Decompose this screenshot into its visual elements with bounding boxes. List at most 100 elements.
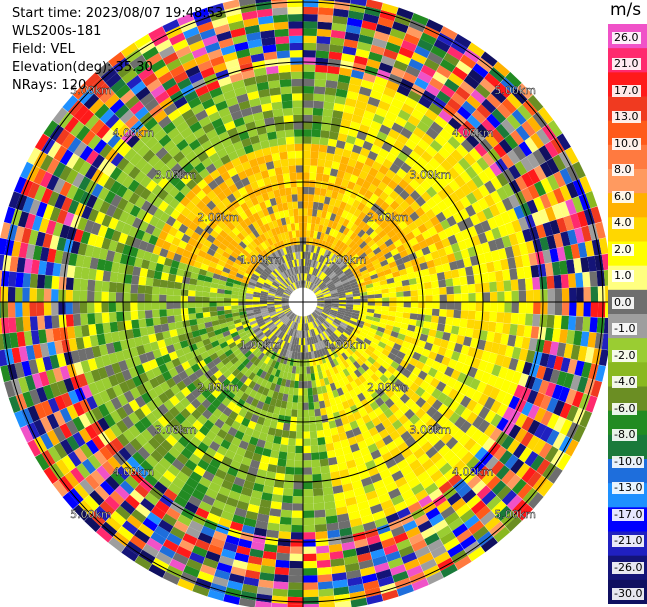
velocity-gate <box>94 82 111 99</box>
velocity-gate <box>317 302 325 305</box>
velocity-gate <box>308 281 312 289</box>
velocity-gate <box>221 479 234 491</box>
velocity-gate <box>350 0 367 7</box>
velocity-gate <box>241 249 250 257</box>
velocity-gate <box>169 558 186 572</box>
velocity-gate <box>287 320 293 327</box>
velocity-gate <box>215 247 225 256</box>
velocity-gate <box>254 268 263 275</box>
velocity-gate <box>300 258 303 267</box>
velocity-gate <box>277 233 283 242</box>
velocity-gate <box>458 383 470 396</box>
velocity-gate <box>206 248 216 257</box>
velocity-gate <box>283 209 290 218</box>
velocity-gate <box>275 35 290 45</box>
velocity-gate <box>89 77 106 94</box>
velocity-gate <box>103 176 116 191</box>
velocity-gate <box>415 184 426 196</box>
velocity-gate <box>305 244 309 252</box>
velocity-gate <box>377 365 387 375</box>
velocity-gate <box>368 51 383 63</box>
velocity-gate <box>323 377 330 386</box>
velocity-gate <box>222 225 232 235</box>
velocity-gate <box>396 306 404 313</box>
velocity-gate <box>144 98 159 112</box>
velocity-gate <box>375 357 385 366</box>
velocity-gate <box>258 162 268 172</box>
velocity-gate <box>269 287 277 292</box>
velocity-gate <box>1 317 10 334</box>
velocity-gate <box>504 291 512 302</box>
velocity-gate <box>353 217 363 227</box>
velocity-gate <box>303 28 318 36</box>
velocity-gate <box>273 242 280 251</box>
velocity-gate <box>255 315 263 321</box>
velocity-gate <box>177 262 187 271</box>
velocity-gate <box>285 310 292 316</box>
velocity-gate <box>311 284 317 291</box>
velocity-gate <box>424 482 439 496</box>
velocity-gate <box>500 258 510 271</box>
velocity-gate <box>501 469 516 485</box>
velocity-gate <box>140 429 154 442</box>
velocity-gate <box>395 258 404 266</box>
velocity-gate <box>407 114 421 127</box>
velocity-gate <box>318 400 326 409</box>
velocity-gate <box>348 345 357 353</box>
velocity-gate <box>420 476 435 490</box>
velocity-gate <box>221 197 231 207</box>
velocity-gate <box>146 78 162 93</box>
velocity-gate <box>218 412 229 423</box>
velocity-gate <box>501 197 514 212</box>
velocity-gate <box>49 206 61 222</box>
velocity-gate <box>239 314 248 319</box>
velocity-gate <box>283 291 291 296</box>
velocity-gate <box>442 419 455 432</box>
velocity-gate <box>403 296 411 302</box>
velocity-gate <box>409 414 421 425</box>
velocity-gate <box>521 172 534 188</box>
velocity-gate <box>279 314 287 321</box>
velocity-gate <box>245 304 253 309</box>
velocity-gate <box>89 490 105 506</box>
velocity-gate <box>393 435 405 447</box>
velocity-gate <box>363 322 372 328</box>
velocity-gate <box>384 379 394 389</box>
velocity-gate <box>361 341 370 349</box>
velocity-gate <box>544 206 557 222</box>
velocity-gate <box>553 355 564 371</box>
velocity-gate <box>515 359 526 373</box>
velocity-gate <box>317 270 323 278</box>
velocity-gate <box>172 342 183 352</box>
velocity-gate <box>145 242 156 254</box>
velocity-gate <box>197 179 208 190</box>
velocity-gate <box>0 286 9 302</box>
velocity-gate <box>202 470 215 482</box>
velocity-gate <box>219 341 229 349</box>
velocity-gate <box>400 322 409 330</box>
velocity-gate <box>129 152 143 167</box>
velocity-gate <box>294 143 303 152</box>
velocity-gate <box>232 514 246 525</box>
velocity-gate <box>490 342 501 354</box>
velocity-gate <box>281 263 287 271</box>
velocity-gate <box>203 356 213 365</box>
velocity-gate <box>230 566 247 577</box>
velocity-gate <box>563 215 575 231</box>
velocity-gate <box>299 330 302 338</box>
velocity-gate <box>256 218 264 228</box>
velocity-gate <box>439 294 447 302</box>
velocity-gate <box>343 350 352 358</box>
velocity-gate <box>370 120 382 131</box>
velocity-gate <box>115 184 128 198</box>
velocity-gate <box>307 344 311 353</box>
velocity-gate <box>289 380 295 388</box>
velocity-gate <box>230 218 240 228</box>
velocity-gate <box>309 329 313 338</box>
velocity-gate <box>490 176 503 191</box>
velocity-gate <box>324 329 331 337</box>
velocity-gate <box>429 77 444 91</box>
velocity-gate <box>465 204 477 217</box>
velocity-gate <box>384 195 395 206</box>
velocity-gate <box>349 174 359 184</box>
